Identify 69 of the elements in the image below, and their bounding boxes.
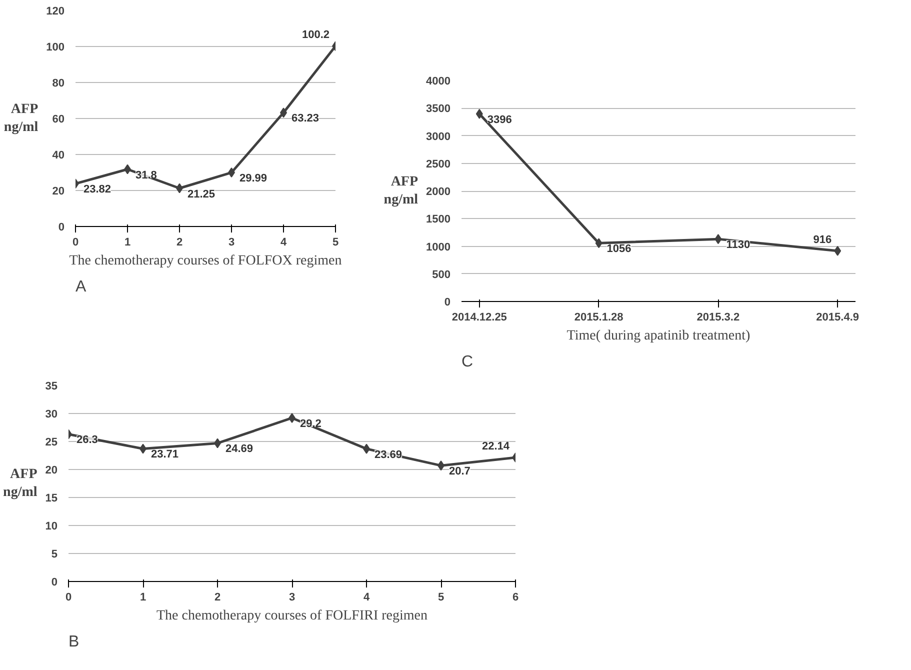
data-label: 21.25 [188, 188, 216, 200]
x-tick-label: 4 [280, 236, 288, 248]
x-tick-label: 0 [72, 236, 79, 248]
x-tick-label: 3 [228, 236, 235, 248]
x-tick-label: 2015.3.2 [696, 312, 740, 324]
data-label: 22.14 [482, 440, 510, 453]
x-tick-label: 4 [363, 592, 370, 604]
x-tick-label: 2015.4.9 [816, 312, 860, 324]
y-axis-title: AFP ng/ml [3, 467, 38, 500]
point [476, 108, 483, 119]
x-tick-label: 2014.12.25 [452, 312, 507, 324]
x-tick-label: 5 [332, 236, 339, 248]
x-axis-title: The chemotherapy courses of FOLFOX regimen [69, 254, 342, 268]
y-tick-label: 2500 [426, 158, 451, 170]
point [595, 238, 602, 248]
data-label: 100.2 [302, 29, 330, 42]
y-tick-label: 3500 [426, 103, 451, 116]
data-label: 1130 [726, 239, 750, 252]
data-label: 24.69 [226, 443, 254, 456]
data-label: 23.69 [374, 448, 402, 461]
y-axis-title: AFP ng/ml [4, 102, 39, 135]
y-axis-title: AFP ng/ml [384, 174, 418, 208]
y-tick-label: 2000 [426, 186, 451, 198]
x-tick-label: 1 [140, 592, 146, 604]
y-tick-label: 80 [52, 78, 65, 90]
x-tick-label: 2 [214, 592, 221, 604]
x-tick-label: 2 [176, 236, 183, 248]
data-label: 29.2 [300, 418, 322, 430]
x-tick-label: 3 [288, 592, 296, 604]
data-label: 1056 [606, 243, 632, 256]
y-tick-label: 15 [45, 492, 58, 504]
x-tick-label: 2015.1.28 [574, 312, 624, 324]
y-tick-label: 10 [45, 520, 58, 532]
x-tick-label: 1 [124, 236, 131, 248]
data-label: 29.99 [240, 172, 268, 185]
y-tick-label: 500 [432, 268, 451, 281]
x-tick-label: 6 [512, 592, 519, 604]
data-label: 23.82 [84, 184, 112, 196]
y-tick-label: 25 [45, 436, 58, 448]
y-tick-label: 30 [45, 408, 58, 420]
y-tick-label: 20 [45, 464, 58, 476]
x-axis-title: Time( during apatinib treatment) [566, 328, 751, 344]
y-tick-label: 60 [52, 114, 65, 126]
text: A [76, 278, 86, 296]
text: B [68, 634, 80, 650]
data-label: 63.23 [292, 112, 320, 125]
y-tick-label: 20 [52, 186, 65, 198]
y-tick-label: 3000 [426, 130, 451, 143]
y-tick-label: 40 [52, 150, 65, 162]
y-tick-label: 1000 [426, 241, 451, 254]
data-label: 916 [813, 234, 832, 246]
point [834, 246, 842, 256]
y-tick-label: 4000 [426, 76, 451, 88]
y-tick-label: 0 [444, 296, 451, 308]
data-label: 20.7 [449, 466, 470, 478]
data-label: 3396 [487, 114, 512, 126]
y-tick-label: 0 [51, 576, 58, 588]
point [714, 234, 722, 244]
data-label: 23.71 [151, 448, 179, 461]
y-tick-label: 0 [58, 222, 65, 234]
y-tick-label: 1500 [426, 214, 451, 226]
data-label: 31.8 [136, 169, 157, 182]
y-tick-label: 5 [51, 548, 58, 560]
text: C [462, 354, 474, 370]
data-label: 26.3 [76, 434, 98, 446]
y-tick-label: 35 [45, 380, 58, 392]
y-tick-label: 120 [46, 6, 65, 18]
y-tick-label: 100 [46, 42, 65, 54]
x-axis-title: The chemotherapy courses of FOLFIRI regimen [156, 608, 428, 624]
